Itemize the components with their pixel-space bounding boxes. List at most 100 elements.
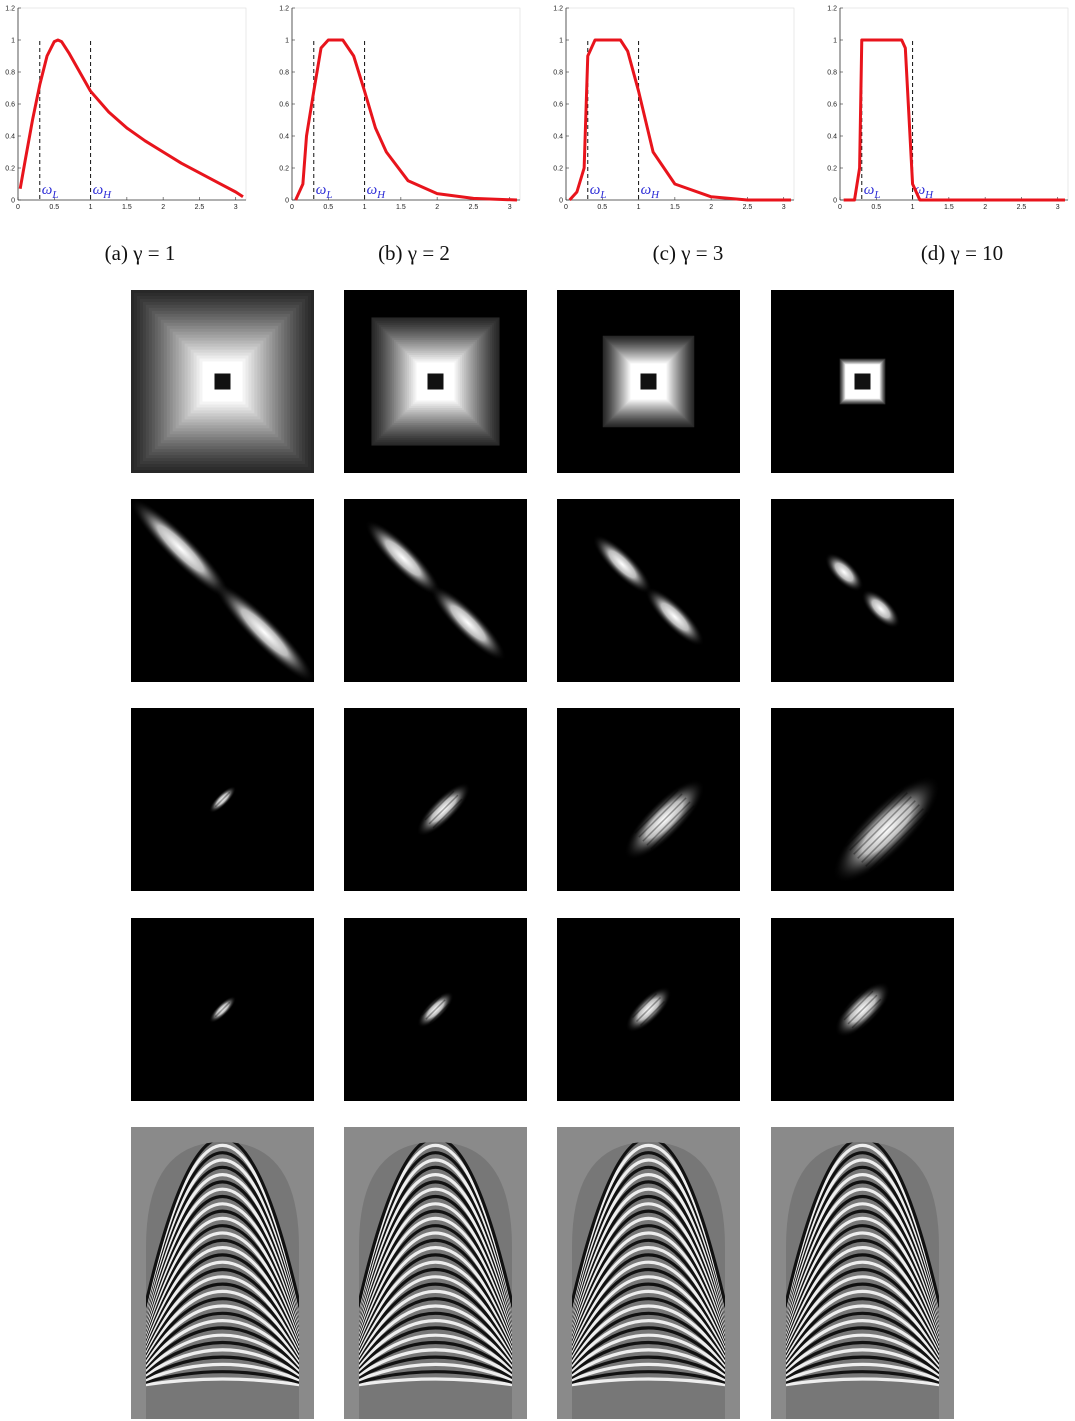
- y-tick-label: 1.2: [827, 6, 837, 13]
- y-tick-label: 0.8: [279, 70, 289, 77]
- cutoff-symbol: ω: [641, 182, 652, 198]
- x-tick-label: 0.5: [323, 204, 333, 211]
- y-tick-label: 0.4: [279, 134, 289, 141]
- cutoff-label: ωL: [590, 182, 607, 201]
- curve: [296, 40, 517, 200]
- y-tick-label: 0.6: [279, 102, 289, 109]
- y-tick-label: 1.2: [5, 6, 15, 13]
- cutoff-subscript: H: [650, 189, 660, 201]
- x-tick-label: 3: [234, 204, 238, 211]
- y-tick-label: 0: [833, 198, 837, 205]
- x-tick-label: 1: [363, 204, 367, 211]
- x-tick-label: 0.5: [871, 204, 881, 211]
- cutoff-label: ωH: [93, 182, 113, 201]
- x-tick-label: 2: [983, 204, 987, 211]
- x-tick-label: 2: [161, 204, 165, 211]
- y-tick-label: 0: [11, 198, 15, 205]
- x-tick-label: 2.5: [743, 204, 753, 211]
- cutoff-subscript: L: [325, 189, 332, 201]
- x-tick-label: 1.5: [122, 204, 132, 211]
- y-tick-label: 0.2: [827, 166, 837, 173]
- y-tick-label: 0.4: [5, 134, 15, 141]
- y-tick-label: 1.2: [279, 6, 289, 13]
- x-tick-label: 2: [709, 204, 713, 211]
- cutoff-subscript: L: [51, 189, 58, 201]
- cutoff-label: ωL: [42, 182, 59, 201]
- x-tick-label: 1.5: [944, 204, 954, 211]
- x-tick-label: 1.5: [670, 204, 680, 211]
- y-tick-label: 1: [833, 38, 837, 45]
- x-tick-label: 0: [564, 204, 568, 211]
- chart: 00.20.40.60.811.200.511.522.53ωLωH(a) γ …: [5, 6, 246, 266]
- y-tick-label: 0.6: [5, 102, 15, 109]
- cutoff-symbol: ω: [93, 182, 104, 198]
- curve: [20, 40, 243, 197]
- x-tick-label: 1: [89, 204, 93, 211]
- x-tick-label: 1: [637, 204, 641, 211]
- filter-hole: [641, 374, 657, 390]
- y-tick-label: 1: [11, 38, 15, 45]
- kernel-image: [344, 708, 527, 891]
- y-tick-label: 0: [559, 198, 563, 205]
- kernel-image: [557, 708, 740, 891]
- y-tick-label: 0.4: [553, 134, 563, 141]
- y-tick-label: 0.6: [553, 102, 563, 109]
- curve: [570, 40, 791, 200]
- x-tick-label: 0: [290, 204, 294, 211]
- cutoff-symbol: ω: [367, 182, 378, 198]
- x-tick-label: 0.5: [49, 204, 59, 211]
- image-grid: [121, 290, 964, 1421]
- y-tick-label: 0.6: [827, 102, 837, 109]
- cutoff-symbol: ω: [864, 182, 875, 198]
- x-tick-label: 0: [16, 204, 20, 211]
- cutoff-subscript: L: [599, 189, 606, 201]
- plot-frame: [18, 8, 246, 200]
- plot-frame: [292, 8, 520, 200]
- chart: 00.20.40.60.811.200.511.522.53ωLωH(c) γ …: [553, 6, 794, 266]
- y-tick-label: 0.8: [827, 70, 837, 77]
- y-tick-label: 1.2: [553, 6, 563, 13]
- filter-hole: [855, 374, 871, 390]
- x-tick-label: 2: [435, 204, 439, 211]
- y-tick-label: 0: [285, 198, 289, 205]
- x-tick-label: 3: [782, 204, 786, 211]
- filter-hole: [215, 374, 231, 390]
- cutoff-label: ωH: [367, 182, 387, 201]
- x-tick-label: 1.5: [396, 204, 406, 211]
- x-tick-label: 2.5: [469, 204, 479, 211]
- filter-image: [771, 499, 954, 682]
- curve: [844, 40, 1065, 200]
- x-tick-label: 3: [508, 204, 512, 211]
- cutoff-label: ωL: [316, 182, 333, 201]
- cutoff-symbol: ω: [42, 182, 53, 198]
- caption: (a) γ = 1: [105, 241, 176, 265]
- cutoff-subscript: H: [102, 189, 112, 201]
- plot-frame: [566, 8, 794, 200]
- x-tick-label: 0.5: [597, 204, 607, 211]
- y-tick-label: 0.8: [553, 70, 563, 77]
- y-tick-label: 0.2: [5, 166, 15, 173]
- x-tick-label: 3: [1056, 204, 1060, 211]
- x-tick-label: 2.5: [1017, 204, 1027, 211]
- cutoff-label: ωH: [641, 182, 661, 201]
- y-tick-label: 0.8: [5, 70, 15, 77]
- caption: (b) γ = 2: [378, 241, 450, 265]
- y-tick-label: 0.4: [827, 134, 837, 141]
- x-tick-label: 0: [838, 204, 842, 211]
- y-tick-label: 0.2: [279, 166, 289, 173]
- x-tick-label: 2.5: [195, 204, 205, 211]
- cutoff-subscript: L: [873, 189, 880, 201]
- cutoff-symbol: ω: [590, 182, 601, 198]
- figure: 00.20.40.60.811.200.511.522.53ωLωH(a) γ …: [0, 0, 1075, 1421]
- y-tick-label: 1: [285, 38, 289, 45]
- x-tick-label: 1: [911, 204, 915, 211]
- y-tick-label: 1: [559, 38, 563, 45]
- cutoff-subscript: H: [376, 189, 386, 201]
- cutoff-symbol: ω: [316, 182, 327, 198]
- caption: (d) γ = 10: [921, 241, 1003, 265]
- caption: (c) γ = 3: [653, 241, 724, 265]
- y-tick-label: 0.2: [553, 166, 563, 173]
- cutoff-label: ωL: [864, 182, 881, 201]
- filter-hole: [428, 374, 444, 390]
